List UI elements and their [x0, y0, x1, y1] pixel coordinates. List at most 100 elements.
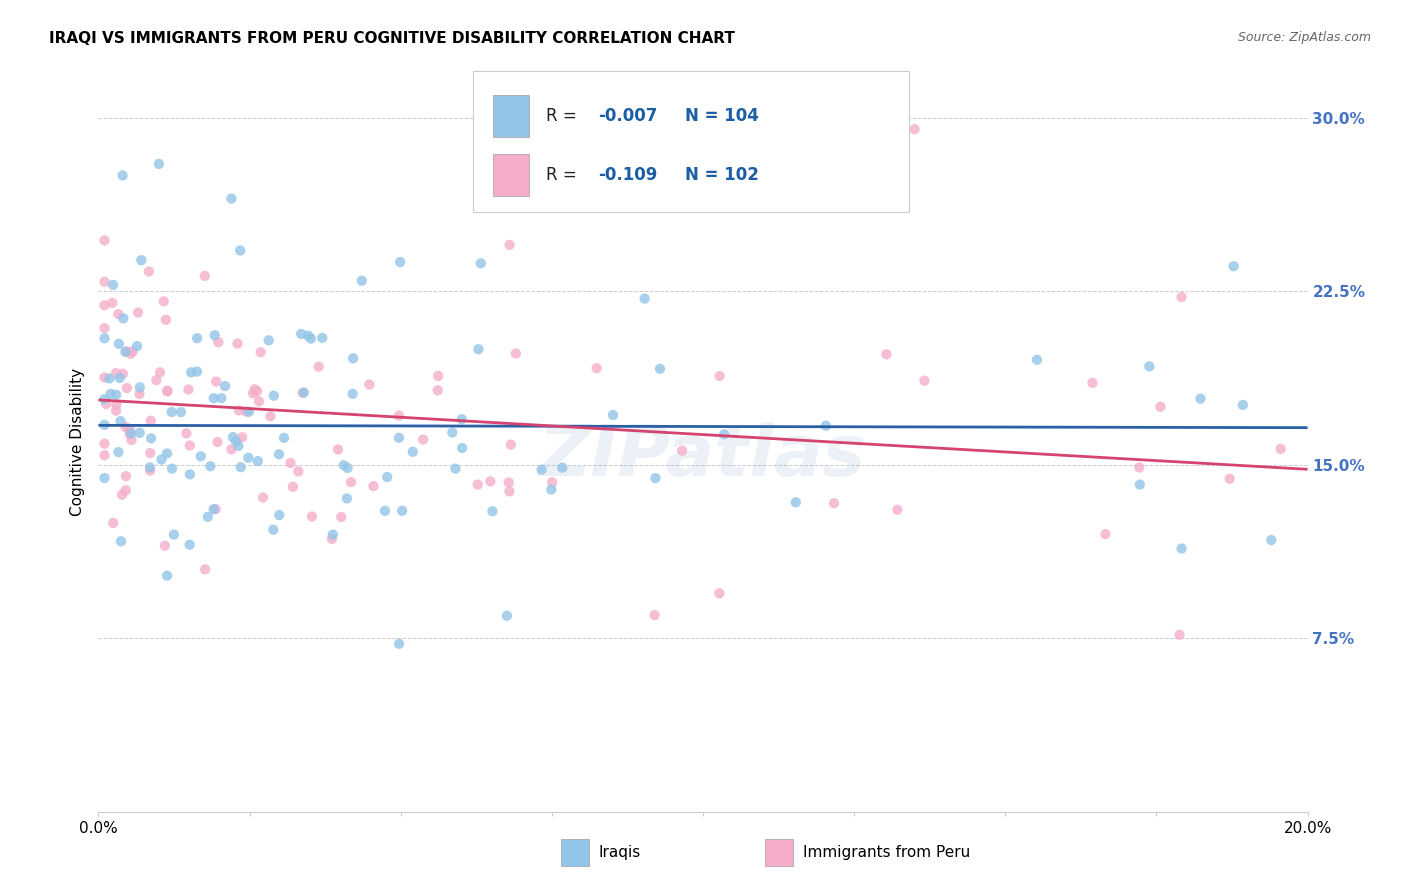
Point	[179, 538, 201, 552]
Point	[243, 382, 266, 396]
Point	[1081, 376, 1104, 390]
Point	[451, 441, 474, 455]
Point	[120, 426, 142, 441]
Point	[1260, 533, 1282, 547]
Point	[912, 374, 935, 388]
Point	[93, 392, 115, 407]
Point	[505, 346, 527, 360]
Point	[207, 435, 229, 450]
Point	[98, 371, 121, 385]
Point	[269, 508, 291, 522]
Point	[388, 431, 411, 445]
Point	[121, 344, 143, 359]
Point	[200, 459, 222, 474]
Point	[93, 234, 115, 248]
Point	[247, 394, 270, 409]
Point	[115, 381, 138, 395]
Point	[470, 256, 492, 270]
Point	[633, 292, 655, 306]
Point	[202, 391, 225, 405]
Point	[530, 462, 553, 476]
Point	[194, 562, 217, 576]
Point	[342, 351, 364, 366]
Point	[467, 343, 489, 357]
Point	[263, 389, 285, 403]
Point	[330, 510, 353, 524]
Point	[152, 294, 174, 309]
Point	[231, 430, 253, 444]
Point	[1137, 359, 1160, 374]
Point	[93, 331, 115, 345]
Point	[257, 334, 280, 348]
Point	[156, 384, 179, 398]
Point	[118, 422, 141, 436]
Point	[402, 444, 425, 458]
Point	[246, 384, 269, 398]
Point	[221, 192, 243, 206]
Point	[481, 504, 503, 518]
Point	[412, 433, 434, 447]
Point	[111, 367, 134, 381]
Point	[93, 370, 115, 384]
Point	[229, 460, 252, 475]
Point	[602, 408, 624, 422]
Point	[648, 361, 671, 376]
Point	[333, 458, 356, 473]
Point	[128, 425, 150, 440]
Point	[180, 365, 202, 379]
Point	[114, 483, 136, 498]
Point	[93, 321, 115, 335]
Point	[450, 412, 472, 426]
Point	[280, 456, 302, 470]
Point	[311, 331, 333, 345]
Point	[226, 336, 249, 351]
Point	[1129, 477, 1152, 491]
Point	[540, 483, 562, 497]
Point	[139, 414, 162, 428]
Point	[1026, 352, 1049, 367]
Point	[115, 469, 138, 483]
Point	[321, 532, 343, 546]
Point	[214, 379, 236, 393]
Point	[128, 380, 150, 394]
Point	[388, 409, 411, 423]
Point	[228, 403, 250, 417]
Point	[93, 417, 115, 432]
Point	[104, 366, 127, 380]
Point	[252, 491, 274, 505]
Point	[297, 328, 319, 343]
Point	[479, 475, 502, 489]
Point	[108, 336, 131, 351]
Point	[249, 345, 271, 359]
Point	[176, 426, 198, 441]
Text: Immigrants from Peru: Immigrants from Peru	[803, 846, 970, 860]
Point	[101, 277, 124, 292]
Point	[139, 464, 162, 478]
Point	[292, 385, 315, 400]
Point	[441, 425, 464, 440]
Point	[375, 470, 398, 484]
Point	[139, 460, 162, 475]
Point	[145, 373, 167, 387]
Point	[1170, 541, 1192, 556]
Point	[290, 326, 312, 341]
Point	[499, 437, 522, 451]
Point	[128, 387, 150, 401]
Point	[388, 637, 411, 651]
Point	[709, 586, 731, 600]
Point	[291, 385, 314, 400]
Point	[287, 464, 309, 478]
Point	[326, 442, 349, 457]
FancyBboxPatch shape	[474, 71, 908, 212]
Point	[551, 460, 574, 475]
Point	[374, 504, 396, 518]
Text: Iraqis: Iraqis	[599, 846, 641, 860]
Point	[129, 253, 152, 268]
Point	[222, 430, 245, 444]
Point	[110, 534, 132, 549]
Point	[186, 365, 208, 379]
Point	[671, 443, 693, 458]
Point	[273, 431, 295, 445]
Point	[114, 344, 136, 359]
Point	[238, 450, 260, 465]
